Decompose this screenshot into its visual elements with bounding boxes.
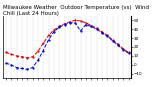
Text: Milwaukee Weather  Outdoor Temperature (vs)  Wind Chill (Last 24 Hours): Milwaukee Weather Outdoor Temperature (v… <box>3 5 149 16</box>
